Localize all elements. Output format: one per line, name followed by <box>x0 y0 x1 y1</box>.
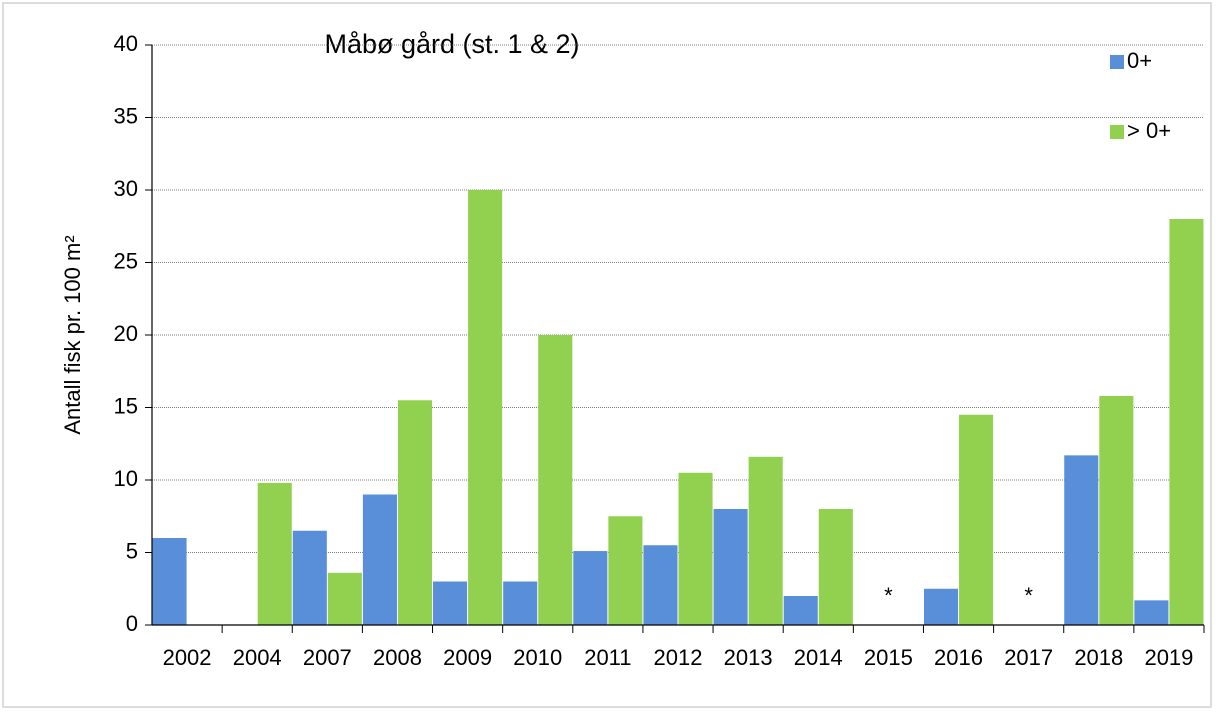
x-tick-label: 2002 <box>163 645 212 670</box>
legend-swatch <box>1110 125 1124 139</box>
x-tick-label: 2010 <box>513 645 562 670</box>
bar <box>257 482 292 625</box>
bar <box>433 581 468 625</box>
bar <box>1064 455 1099 625</box>
x-tick-label: 2019 <box>1144 645 1193 670</box>
bar <box>818 509 853 625</box>
legend-swatch <box>1110 55 1124 69</box>
x-tick-label: 2011 <box>584 645 631 670</box>
x-tick-label: 2012 <box>654 645 703 670</box>
bar <box>678 472 713 625</box>
bar <box>923 588 959 625</box>
annotation: * <box>884 583 893 608</box>
bar <box>1134 600 1169 625</box>
bar <box>783 596 818 625</box>
bar <box>503 581 538 625</box>
legend-label: 0+ <box>1127 48 1152 73</box>
bar <box>748 456 783 625</box>
x-tick-label: 2009 <box>443 645 492 670</box>
y-tick-label: 15 <box>114 393 138 418</box>
bar <box>1169 219 1204 625</box>
y-tick-label: 5 <box>126 538 138 563</box>
x-tick-label: 2008 <box>373 645 422 670</box>
y-axis-label: Antall fisk pr. 100 m² <box>60 235 85 434</box>
y-tick-label: 35 <box>114 103 138 128</box>
bar <box>397 400 433 625</box>
bar <box>713 509 748 625</box>
x-tick-label: 2017 <box>1004 645 1053 670</box>
x-tick-label: 2015 <box>864 645 913 670</box>
x-tick-label: 2007 <box>303 645 352 670</box>
y-tick-label: 10 <box>114 466 138 491</box>
y-tick-label: 40 <box>114 31 138 56</box>
bar <box>292 530 327 625</box>
bar <box>608 516 643 625</box>
x-tick-label: 2004 <box>233 645 282 670</box>
bar <box>538 335 573 625</box>
chart-title: Måbø gård (st. 1 & 2) <box>324 29 579 59</box>
bar <box>468 190 503 625</box>
bar <box>362 494 397 625</box>
bar <box>327 572 362 625</box>
bar <box>1099 395 1134 625</box>
bar <box>573 551 608 625</box>
legend-label: > 0+ <box>1127 118 1171 143</box>
bar <box>643 545 678 625</box>
bar <box>152 538 187 625</box>
x-tick-label: 2016 <box>934 645 983 670</box>
y-tick-label: 25 <box>114 248 138 273</box>
x-tick-label: 2013 <box>724 645 773 670</box>
x-tick-label: 2018 <box>1074 645 1123 670</box>
annotation: * <box>1024 583 1033 608</box>
y-tick-label: 20 <box>114 321 138 346</box>
bar <box>959 414 994 625</box>
y-tick-label: 30 <box>114 176 138 201</box>
x-tick-label: 2014 <box>794 645 843 670</box>
y-tick-label: 0 <box>126 611 138 636</box>
